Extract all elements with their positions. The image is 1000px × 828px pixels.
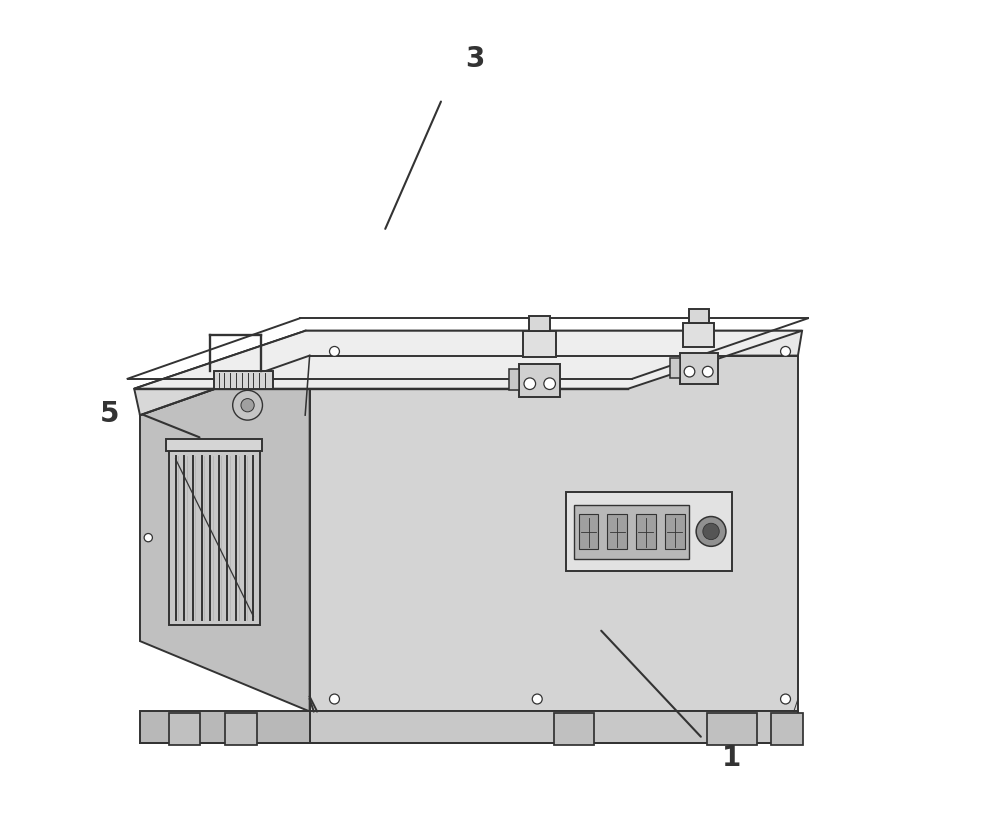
Circle shape	[781, 694, 790, 704]
FancyBboxPatch shape	[689, 310, 709, 324]
Polygon shape	[306, 331, 802, 356]
FancyBboxPatch shape	[519, 364, 560, 397]
Circle shape	[684, 367, 695, 378]
Circle shape	[532, 694, 542, 704]
FancyBboxPatch shape	[707, 713, 757, 744]
FancyBboxPatch shape	[607, 515, 627, 550]
Circle shape	[330, 347, 339, 357]
Polygon shape	[140, 356, 310, 711]
Polygon shape	[134, 331, 802, 389]
Circle shape	[703, 523, 719, 540]
Text: 3: 3	[465, 45, 485, 73]
FancyBboxPatch shape	[636, 515, 656, 550]
FancyBboxPatch shape	[225, 713, 257, 744]
FancyBboxPatch shape	[169, 451, 260, 625]
FancyBboxPatch shape	[310, 711, 798, 743]
FancyBboxPatch shape	[166, 440, 262, 451]
FancyBboxPatch shape	[680, 354, 718, 384]
FancyBboxPatch shape	[579, 515, 598, 550]
Circle shape	[696, 517, 726, 546]
Circle shape	[781, 347, 790, 357]
Circle shape	[144, 534, 152, 542]
FancyBboxPatch shape	[683, 324, 714, 348]
Circle shape	[233, 391, 262, 421]
FancyBboxPatch shape	[574, 505, 689, 560]
Text: 5: 5	[100, 400, 119, 428]
FancyBboxPatch shape	[214, 372, 273, 390]
Polygon shape	[310, 356, 798, 711]
Polygon shape	[140, 711, 310, 743]
Text: 1: 1	[722, 743, 741, 771]
Circle shape	[524, 378, 536, 390]
Polygon shape	[134, 331, 310, 416]
FancyBboxPatch shape	[509, 369, 519, 391]
FancyBboxPatch shape	[670, 359, 680, 378]
Circle shape	[241, 399, 254, 412]
FancyBboxPatch shape	[554, 713, 594, 744]
FancyBboxPatch shape	[566, 493, 732, 571]
FancyBboxPatch shape	[523, 331, 556, 358]
FancyBboxPatch shape	[665, 515, 685, 550]
Circle shape	[702, 367, 713, 378]
FancyBboxPatch shape	[771, 713, 803, 744]
FancyBboxPatch shape	[169, 713, 200, 744]
Circle shape	[330, 694, 339, 704]
FancyBboxPatch shape	[529, 316, 550, 331]
Circle shape	[544, 378, 555, 390]
